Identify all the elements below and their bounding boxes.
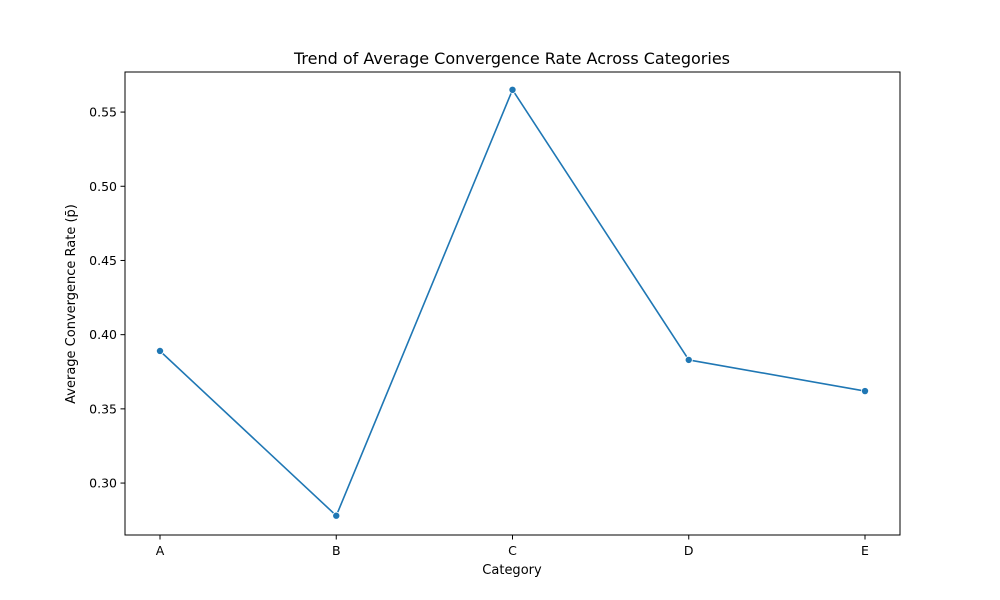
x-tick-label: D <box>684 543 694 558</box>
y-tick-label: 0.55 <box>89 105 117 120</box>
y-tick-label: 0.50 <box>89 179 117 194</box>
chart-title: Trend of Average Convergence Rate Across… <box>293 49 730 68</box>
plot-series <box>155 85 870 520</box>
data-point-a <box>155 346 164 355</box>
y-axis-ticks: 0.30 0.35 0.40 0.45 0.50 0.55 <box>89 105 125 491</box>
data-point-c <box>508 85 517 94</box>
y-tick-label: 0.35 <box>89 401 117 416</box>
data-point-b <box>332 511 341 520</box>
x-tick-label: C <box>508 543 517 558</box>
y-tick-label: 0.30 <box>89 476 117 491</box>
y-tick-label: 0.40 <box>89 327 117 342</box>
x-tick-label: A <box>156 543 165 558</box>
x-tick-label: B <box>332 543 341 558</box>
y-tick-label: 0.45 <box>89 253 117 268</box>
series-line <box>159 89 866 517</box>
data-point-d <box>684 355 693 364</box>
x-axis-label: Category <box>482 563 542 578</box>
y-axis-label: Average Convergence Rate (p̄) <box>64 204 79 404</box>
x-axis-ticks: A B C D E <box>156 535 869 558</box>
plot-frame <box>124 71 901 536</box>
data-point-e <box>861 387 870 396</box>
x-tick-label: E <box>861 543 869 558</box>
